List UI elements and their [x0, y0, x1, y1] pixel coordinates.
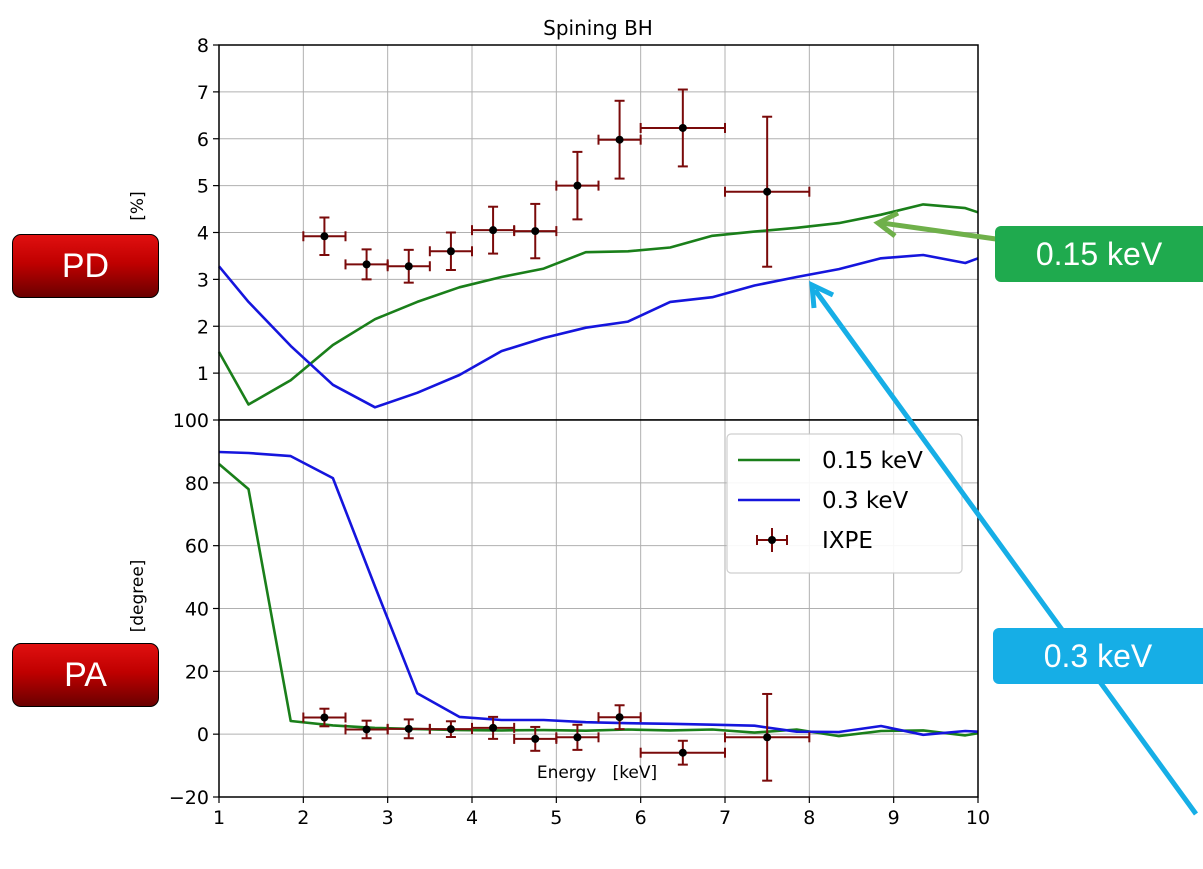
ixpe-marker	[446, 247, 455, 256]
legend-label: 0.3 keV	[822, 488, 909, 514]
ixpe-point-pa-0	[302, 707, 347, 728]
xtick-label-4: 4	[466, 807, 478, 829]
legend-marker	[768, 536, 776, 544]
ixpe-marker	[573, 181, 582, 190]
ytick-label-8: 8	[197, 35, 209, 57]
ixpe-point-pd-6	[555, 150, 600, 221]
ixpe-marker	[678, 123, 687, 132]
blue-arrow	[812, 288, 1199, 816]
ixpe-point-pd-1	[344, 248, 389, 281]
ixpe-marker	[763, 187, 772, 196]
ytick-label-2: 2	[197, 316, 209, 338]
xtick-label-5: 5	[550, 807, 562, 829]
legend-box	[726, 433, 963, 574]
legend-label: 0.15 keV	[822, 448, 923, 474]
ytick-label-6: 6	[197, 129, 209, 151]
series-line-pd-0-15-kev	[217, 203, 979, 406]
callout-arrows	[809, 210, 1199, 816]
ixpe-point-pa-5	[513, 725, 558, 752]
ylabel-pa: [degree]	[128, 560, 148, 633]
ixpe-marker	[320, 232, 329, 241]
ytick-label-5: 5	[197, 176, 209, 198]
callout-0.15kev: 0.15 keV	[995, 226, 1203, 282]
ixpe-point-pd-0	[302, 216, 347, 256]
legend-entry-0-15-kev: 0.15 keV	[738, 448, 923, 474]
legend: 0.15 keV 0.3 keV IXPE	[726, 433, 963, 574]
ytick-label-1: 1	[197, 363, 209, 385]
ixpe-marker	[615, 135, 624, 144]
ytick-label-20: 20	[185, 661, 209, 683]
ixpe-marker	[362, 725, 371, 734]
legend-entry-0-3-kev: 0.3 keV	[738, 488, 909, 514]
xtick-label-8: 8	[803, 807, 815, 829]
xtick-label-3: 3	[382, 807, 394, 829]
ixpe-point-pd-2	[386, 248, 431, 284]
xtick-label-2: 2	[297, 807, 309, 829]
ixpe-marker	[763, 733, 772, 742]
ixpe-marker	[678, 748, 687, 757]
ixpe-point-pd-5	[513, 202, 558, 260]
ixpe-point-pa-9	[724, 692, 811, 782]
ixpe-marker	[404, 724, 413, 733]
ytick-label-100: 100	[173, 410, 209, 432]
ytick-label-80: 80	[185, 473, 209, 495]
xtick-label-10: 10	[966, 807, 990, 829]
axes-frame-pa	[218, 419, 979, 798]
legend-entry-ixpe: IXPE	[756, 528, 873, 554]
pd-panel: 1 2 3 4 5 6 7 8	[197, 35, 979, 426]
ixpe-marker	[489, 226, 498, 235]
ixpe-point-pd-4	[471, 205, 516, 255]
ixpe-point-pd-3	[428, 231, 473, 271]
ixpe-marker	[404, 262, 413, 271]
ixpe-marker	[362, 260, 371, 269]
chart-title: Spining BH	[543, 16, 653, 40]
blue-arrow-head	[809, 280, 835, 309]
ixpe-point-pa-4	[471, 715, 516, 740]
green-arrow-head	[873, 210, 900, 238]
pa-badge: PA	[12, 643, 159, 707]
xtick-label-6: 6	[635, 807, 647, 829]
legend-label: IXPE	[822, 528, 873, 554]
ixpe-point-pd-8	[639, 88, 726, 168]
ixpe-marker	[615, 713, 624, 722]
callout-0.3kev: 0.3 keV	[993, 628, 1203, 684]
ytick-label--20: −20	[169, 787, 209, 809]
ixpe-marker	[320, 713, 329, 722]
series-line-pa-0-15-kev	[218, 463, 979, 738]
xlabel: Energy [keV]	[537, 763, 657, 783]
ytick-label-7: 7	[197, 82, 209, 104]
ytick-label-3: 3	[197, 269, 209, 291]
xtick-label-1: 1	[213, 807, 225, 829]
ixpe-marker	[446, 725, 455, 734]
ixpe-point-pd-9	[724, 115, 811, 268]
ixpe-point-pa-6	[555, 723, 600, 751]
ylabel-pd: [%]	[128, 191, 148, 220]
ytick-label-60: 60	[185, 536, 209, 558]
series-line-pa-0-3-kev	[218, 450, 979, 737]
ixpe-point-pa-7	[597, 704, 642, 731]
ixpe-marker	[531, 734, 540, 743]
xtick-label-9: 9	[888, 807, 900, 829]
green-arrow	[881, 220, 997, 242]
ytick-label-4: 4	[197, 223, 209, 245]
xtick-label-7: 7	[719, 807, 731, 829]
ixpe-marker	[531, 227, 540, 236]
ixpe-point-pa-3	[428, 720, 473, 738]
ixpe-point-pd-7	[597, 99, 642, 180]
ixpe-marker	[573, 733, 582, 742]
ytick-label-0: 0	[197, 724, 209, 746]
series-line-pd-0-3-kev	[217, 253, 979, 409]
ixpe-marker	[489, 723, 498, 732]
pd-badge: PD	[12, 234, 159, 298]
ytick-label-40: 40	[185, 599, 209, 621]
ixpe-point-pa-8	[639, 739, 726, 766]
